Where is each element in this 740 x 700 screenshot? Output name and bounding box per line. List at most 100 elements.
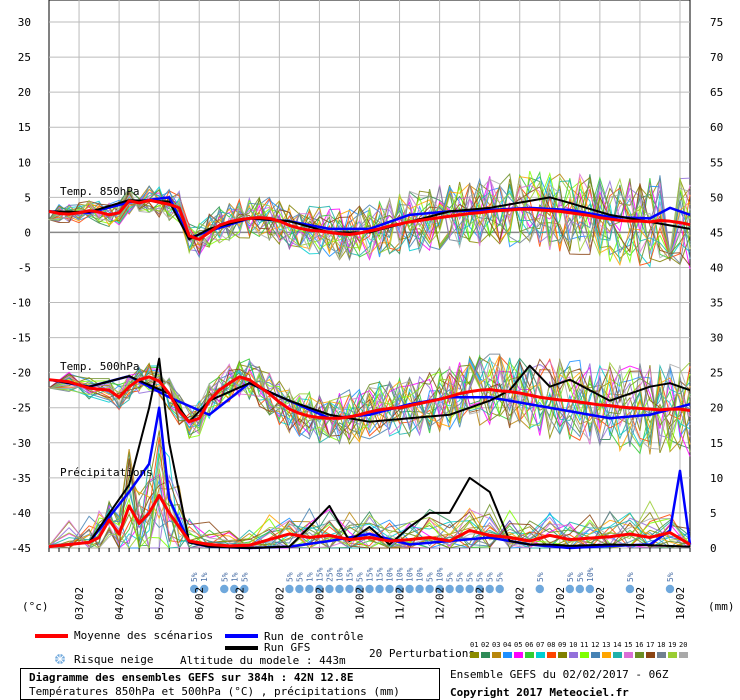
snow-risk-label: 5%: [666, 572, 675, 582]
snow-risk-label: 10%: [386, 567, 395, 582]
perturbation-swatch: [591, 652, 600, 658]
perturbation-id: 07: [536, 641, 545, 649]
chart-title: Diagramme des ensembles GEFS sur 384h : …: [29, 671, 354, 684]
chart-subtitle: Températures 850hPa et 500hPa (°C) , pré…: [29, 685, 400, 698]
snow-icon: [315, 584, 324, 594]
left-tick-label: 25: [18, 51, 31, 64]
perturbation-line: [48, 170, 691, 264]
left-tick-label: -30: [11, 437, 31, 450]
perturbation-swatch: [635, 652, 644, 658]
mean-line-precip: [48, 493, 691, 549]
left-tick-label: -40: [11, 507, 31, 520]
perturbation-line: [48, 358, 691, 437]
snow-risk-label: 10%: [416, 567, 425, 582]
left-tick-label: 15: [18, 121, 31, 134]
perturbation-swatch: [657, 652, 666, 658]
legend-control-label: Run de contrôle: [264, 630, 364, 643]
right-tick-label: 70: [710, 51, 723, 64]
legend-control-swatch: [225, 634, 258, 638]
snow-risk-label: 5%: [355, 572, 364, 582]
snow-risk-label: 5%: [426, 572, 435, 582]
perturbation-id: 09: [558, 641, 567, 649]
left-unit-label: (°c): [22, 600, 49, 613]
source-label: Ensemble GEFS du 02/02/2017 - 06Z: [450, 668, 669, 681]
perturbation-id: 04: [503, 641, 512, 649]
snow-icon: [200, 584, 209, 594]
legend-mean-swatch: [35, 634, 68, 638]
perturbation-line: [48, 176, 691, 267]
x-date-label: 16/02: [594, 587, 607, 620]
perturbation-line: [48, 177, 691, 257]
snow-icon: [535, 584, 544, 594]
perturbation-id: 18: [657, 641, 666, 649]
perturbation-line: [48, 176, 691, 258]
x-date-label: 18/02: [674, 587, 687, 620]
snow-icon: [240, 584, 249, 594]
perturbation-line: [48, 359, 691, 453]
snow-icon: [495, 584, 504, 594]
perturbation-swatch: [536, 652, 545, 658]
snow-risk-label: 10%: [586, 567, 595, 582]
left-tick-label: -45: [11, 542, 31, 555]
perturbation-swatch: [646, 652, 655, 658]
left-tick-label: -15: [11, 332, 31, 345]
right-tick-label: 10: [710, 472, 723, 485]
snow-icon: [365, 584, 374, 594]
legend-snow-label: Risque neige: [74, 653, 154, 666]
right-tick-label: 55: [710, 156, 723, 169]
snow-risk-label: 1%: [200, 572, 209, 582]
x-date-label: 13/02: [474, 587, 487, 620]
perturbation-swatch: [503, 652, 512, 658]
legend-gfs-swatch: [225, 646, 258, 650]
left-tick-label: 30: [18, 16, 31, 29]
perturbation-swatch: [569, 652, 578, 658]
snow-icon: [665, 584, 675, 594]
perturbation-id: 13: [602, 641, 611, 649]
control-line-t850: [48, 196, 691, 240]
perturbation-swatch: [624, 652, 633, 658]
snow-risk-label: 15%: [376, 567, 385, 582]
perturbation-swatch: [558, 652, 567, 658]
left-tick-label: -35: [11, 472, 31, 485]
snow-icon: [445, 584, 454, 594]
x-date-label: 10/02: [353, 587, 366, 620]
right-tick-label: 0: [710, 542, 717, 555]
snow-risk-label: 5%: [576, 572, 585, 582]
snow-icon: [435, 584, 444, 594]
x-date-label: 03/02: [73, 587, 86, 620]
snow-icon: [415, 584, 424, 594]
perturbation-id: 11: [580, 641, 589, 649]
left-tick-label: -5: [18, 261, 31, 274]
legend-mean-label: Moyenne des scénarios: [74, 629, 214, 642]
x-date-label: 15/02: [554, 587, 567, 620]
snow-icon: [305, 584, 314, 594]
perturbation-line: [48, 183, 691, 267]
mean-line-t500: [48, 375, 691, 424]
perturbation-id: 12: [591, 641, 600, 649]
snow-risk-label: 10%: [396, 567, 405, 582]
perturbation-line: [48, 174, 691, 261]
right-tick-label: 50: [710, 191, 723, 204]
perturbation-line: [48, 172, 691, 257]
snow-risk-label: 10%: [406, 567, 415, 582]
perturbation-line: [48, 177, 691, 262]
snow-risk-label: 5%: [295, 572, 304, 582]
perturbation-line: [48, 177, 691, 268]
snow-icon: [285, 584, 294, 594]
legend-gfs-label: Run GFS: [264, 641, 311, 654]
left-tick-label: -25: [11, 402, 31, 415]
snow-risk-label: 15%: [315, 567, 324, 582]
snow-icon: [465, 584, 474, 594]
perturbation-id: 14: [613, 641, 622, 649]
perturbation-line: [48, 181, 691, 265]
left-tick-label: 5: [24, 191, 31, 204]
perturbation-id: 16: [635, 641, 644, 649]
snow-icon: [395, 584, 404, 594]
snow-risk-label: 5%: [240, 572, 249, 582]
right-tick-label: 65: [710, 86, 723, 99]
perturbation-swatch: [470, 652, 479, 658]
altitude-label: Altitude du modele : 443m: [180, 654, 346, 667]
plot-area: [48, 0, 691, 549]
snow-icon: [575, 584, 585, 594]
snow-risk-label: 25%: [325, 567, 334, 582]
